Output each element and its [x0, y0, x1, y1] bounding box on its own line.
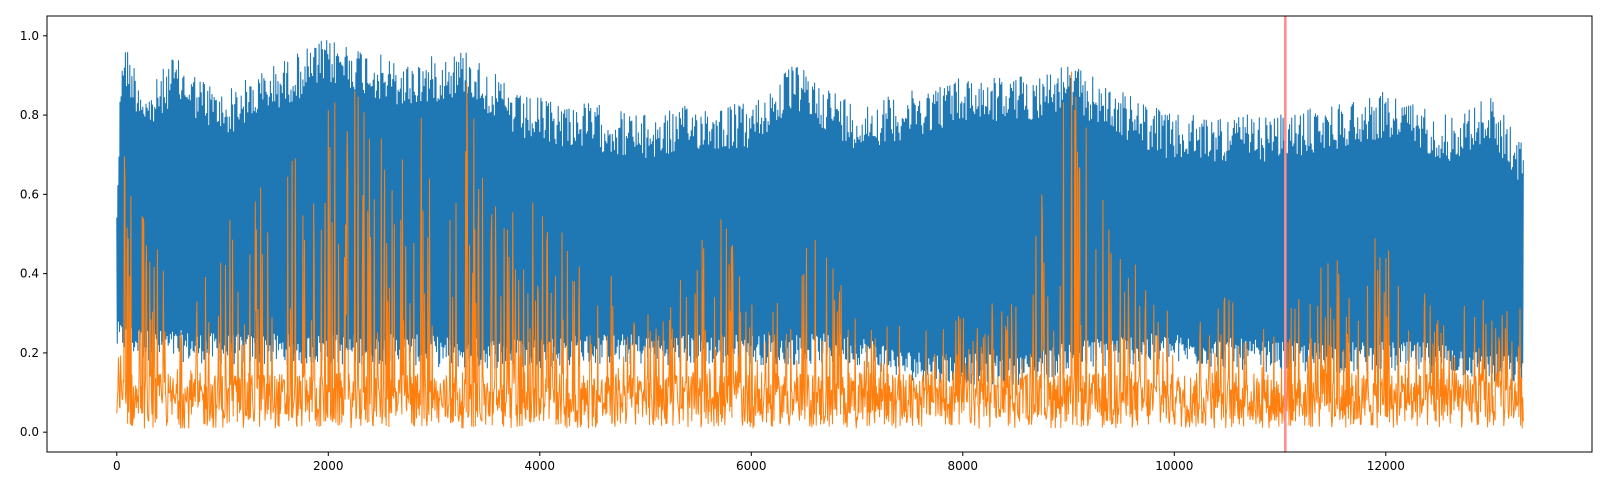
- series-line-2: [116, 71, 1524, 429]
- x-tick-label: 10000: [1155, 459, 1193, 473]
- y-tick-label: 0.4: [20, 267, 39, 281]
- x-tick-label: 6000: [736, 459, 767, 473]
- x-tick-label: 8000: [948, 459, 979, 473]
- y-tick-label: 1.0: [20, 29, 39, 43]
- y-tick-label: 0.0: [20, 425, 39, 439]
- series-layer: [116, 40, 1524, 429]
- y-tick-label: 0.6: [20, 187, 39, 201]
- x-tick-label: 0: [113, 459, 121, 473]
- x-tick-label: 2000: [313, 459, 344, 473]
- x-tick-label: 12000: [1367, 459, 1405, 473]
- y-axis: 0.0 0.2 0.4 0.6 0.8 1.0: [20, 29, 47, 439]
- series-line-1: [116, 40, 1524, 386]
- x-tick-label: 4000: [525, 459, 556, 473]
- plot-frame: [46, 15, 1593, 453]
- x-axis: 0 2000 4000 6000 8000 10000 12000: [113, 452, 1405, 473]
- y-tick-label: 0.8: [20, 108, 39, 122]
- y-tick-label: 0.2: [20, 346, 39, 360]
